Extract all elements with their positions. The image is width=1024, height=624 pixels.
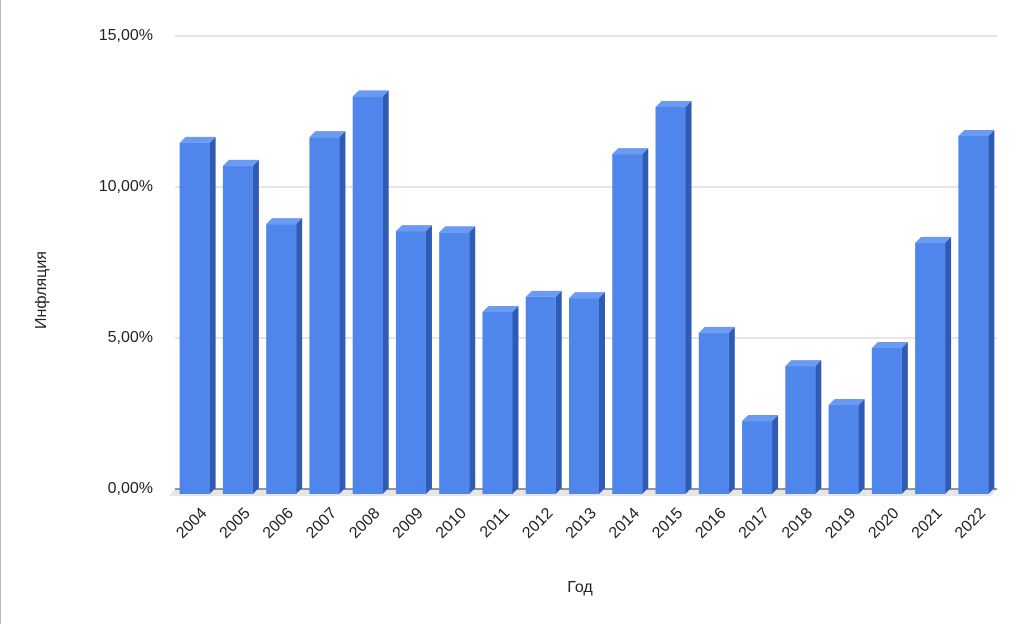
bar bbox=[915, 242, 946, 494]
bar-top bbox=[266, 218, 303, 225]
bar bbox=[742, 421, 773, 494]
bar-top bbox=[482, 306, 519, 313]
bar bbox=[482, 312, 513, 494]
bar bbox=[222, 165, 253, 495]
bar-top bbox=[352, 90, 389, 97]
bar-top bbox=[222, 159, 259, 166]
bar-side bbox=[642, 148, 649, 494]
bar-top bbox=[871, 341, 908, 348]
bar-side bbox=[988, 129, 995, 494]
bar-top bbox=[698, 326, 735, 333]
bar-side bbox=[339, 131, 346, 495]
bar bbox=[352, 96, 383, 495]
bar-side bbox=[425, 225, 432, 495]
bar-side bbox=[209, 136, 216, 494]
bar-side bbox=[382, 90, 389, 495]
y-axis-title: Инфляция bbox=[33, 251, 50, 329]
bar bbox=[655, 106, 686, 494]
bar bbox=[395, 231, 426, 495]
bar-top bbox=[742, 415, 779, 422]
bar bbox=[179, 142, 210, 494]
bar-side bbox=[599, 292, 605, 494]
y-tick-label: 10,00% bbox=[99, 178, 153, 195]
bar bbox=[569, 298, 599, 494]
x-axis-title: Год bbox=[567, 579, 593, 596]
bar-side bbox=[469, 226, 476, 495]
bar bbox=[958, 135, 989, 494]
bar-side bbox=[945, 236, 952, 494]
bar bbox=[439, 232, 470, 495]
bar bbox=[828, 405, 859, 494]
bar-side bbox=[296, 218, 303, 494]
y-tick-label: 15,00% bbox=[99, 27, 153, 44]
bar-side bbox=[512, 306, 519, 494]
y-tick-label: 5,00% bbox=[108, 329, 153, 346]
bar-side bbox=[815, 360, 822, 494]
bar-side bbox=[772, 415, 779, 494]
bar-top bbox=[958, 129, 995, 136]
bar-top bbox=[439, 226, 476, 233]
bar bbox=[871, 347, 902, 494]
bar-side bbox=[252, 159, 259, 495]
bar-top bbox=[785, 360, 822, 367]
bar-top bbox=[569, 292, 605, 299]
bar bbox=[309, 137, 340, 495]
bar-top bbox=[828, 399, 865, 406]
bar-side bbox=[685, 100, 692, 494]
bar bbox=[785, 366, 816, 494]
y-tick-label: 0,00% bbox=[108, 480, 153, 497]
bar-side bbox=[728, 326, 735, 494]
bar-top bbox=[655, 100, 692, 107]
bar-top bbox=[395, 225, 432, 232]
bar-side bbox=[555, 290, 562, 494]
bar-top bbox=[915, 236, 952, 243]
bar bbox=[266, 224, 297, 494]
bar-top bbox=[525, 290, 562, 297]
bar-top bbox=[309, 131, 346, 138]
bar-side bbox=[901, 341, 908, 494]
bar-top bbox=[612, 148, 649, 155]
bar-top bbox=[179, 136, 216, 143]
bar-side bbox=[858, 399, 865, 494]
bar bbox=[698, 332, 729, 494]
bar bbox=[612, 154, 643, 494]
bar bbox=[525, 296, 556, 494]
